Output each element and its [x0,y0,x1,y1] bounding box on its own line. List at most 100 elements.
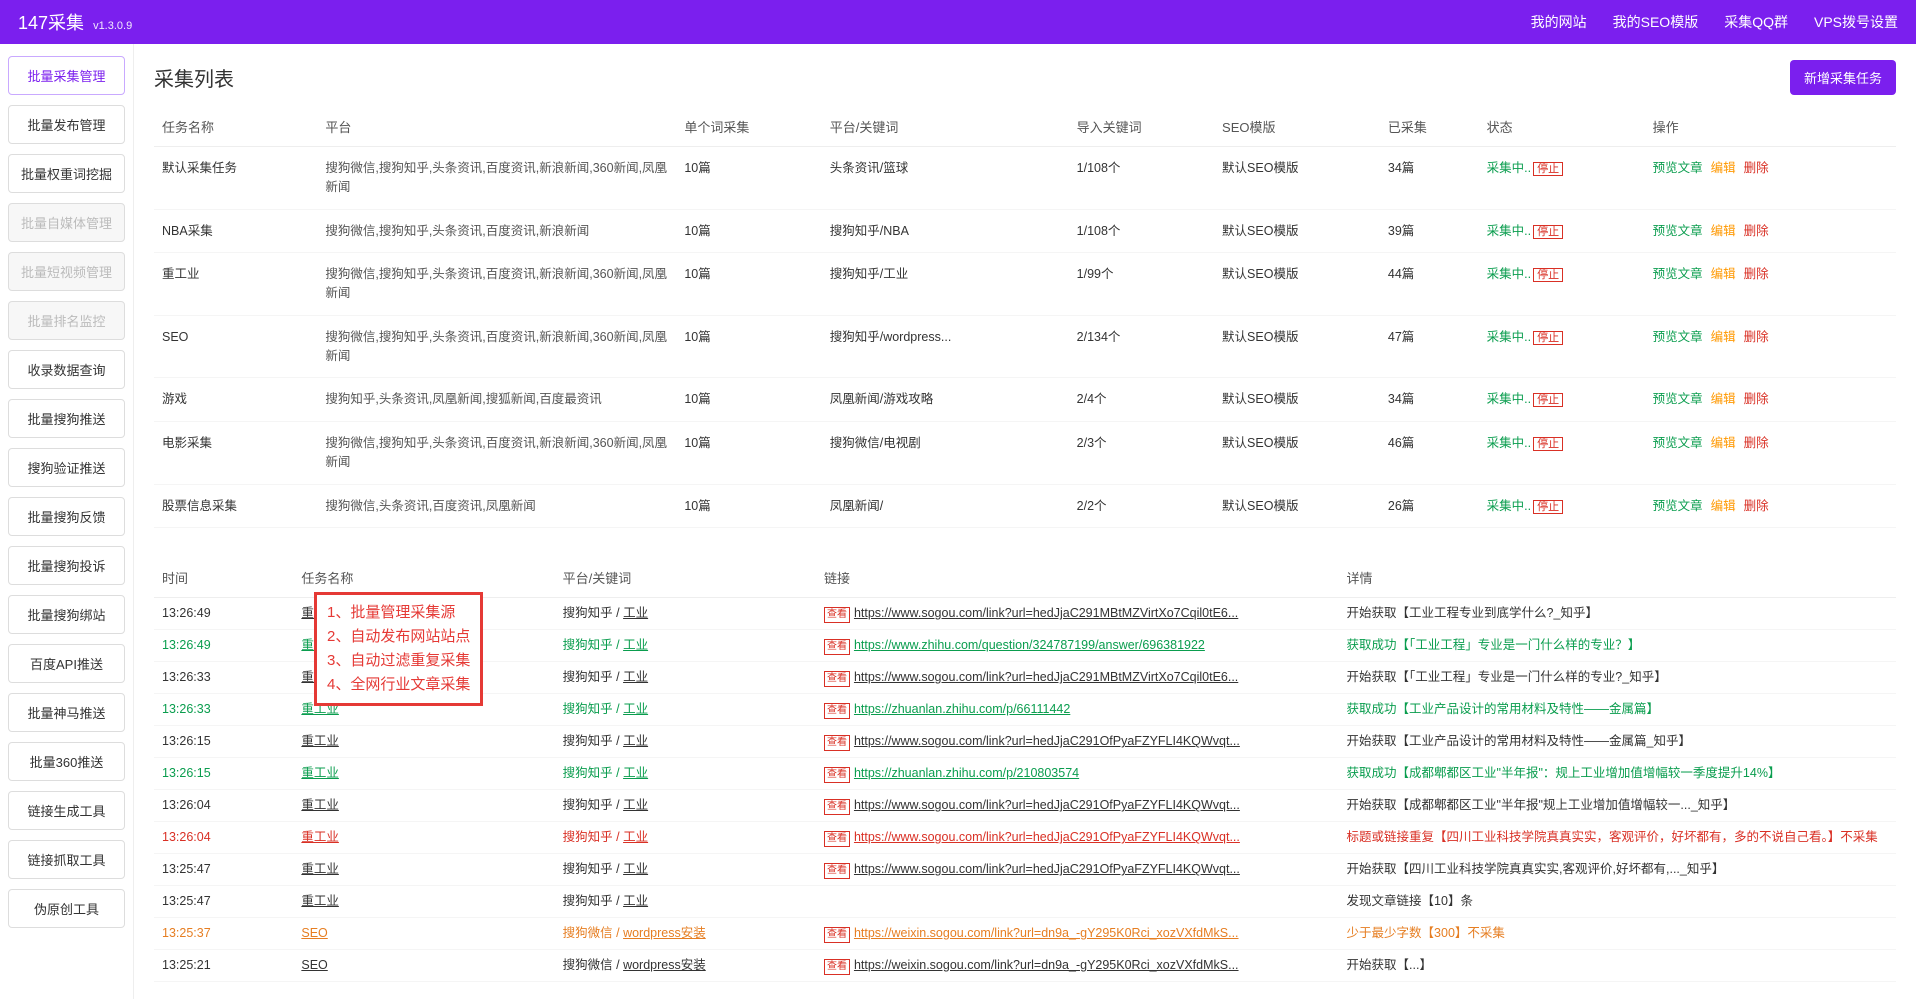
edit-link[interactable]: 编辑 [1711,224,1736,238]
topnav-item[interactable]: 我的SEO模版 [1613,12,1699,32]
topnav-item[interactable]: 我的网站 [1531,12,1587,32]
log-task[interactable]: 重工业 [293,886,554,918]
view-tag[interactable]: 查看 [824,703,850,719]
preview-link[interactable]: 预览文章 [1653,330,1703,344]
col-header: 导入关键词 [1069,107,1214,147]
view-tag[interactable]: 查看 [824,671,850,687]
log-keyword[interactable]: wordpress安装 [623,926,706,940]
sidebar-item[interactable]: 批量权重词挖掘 [8,154,125,193]
task-ops: 预览文章编辑删除 [1645,209,1896,253]
sidebar-item[interactable]: 批量搜狗反馈 [8,497,125,536]
log-task[interactable]: SEO [293,950,554,982]
stop-button[interactable]: 停止 [1533,162,1563,176]
sidebar-item[interactable]: 百度API推送 [8,644,125,683]
stop-button[interactable]: 停止 [1533,331,1563,345]
log-link-cell: 查看 https://weixin.sogou.com/link?url=dn9a… [816,950,1339,982]
log-task[interactable]: 重工业 [293,854,554,886]
view-tag[interactable]: 查看 [824,767,850,783]
view-tag[interactable]: 查看 [824,927,850,943]
sidebar-item[interactable]: 批量神马推送 [8,693,125,732]
stop-button[interactable]: 停止 [1533,437,1563,451]
log-keyword[interactable]: 工业 [623,638,648,652]
log-url[interactable]: https://www.sogou.com/link?url=hedJjaC29… [854,830,1240,844]
log-task[interactable]: 重工业 [293,758,554,790]
edit-link[interactable]: 编辑 [1711,161,1736,175]
edit-link[interactable]: 编辑 [1711,392,1736,406]
sidebar-item[interactable]: 批量搜狗投诉 [8,546,125,585]
preview-link[interactable]: 预览文章 [1653,161,1703,175]
edit-link[interactable]: 编辑 [1711,267,1736,281]
preview-link[interactable]: 预览文章 [1653,499,1703,513]
log-url[interactable]: https://zhuanlan.zhihu.com/p/66111442 [854,702,1070,716]
delete-link[interactable]: 删除 [1744,392,1769,406]
sidebar-item[interactable]: 伪原创工具 [8,889,125,928]
topnav-item[interactable]: VPS拨号设置 [1814,12,1898,32]
log-url[interactable]: https://www.sogou.com/link?url=hedJjaC29… [854,606,1238,620]
delete-link[interactable]: 删除 [1744,161,1769,175]
sidebar-item[interactable]: 批量发布管理 [8,105,125,144]
sidebar-item[interactable]: 批量搜狗推送 [8,399,125,438]
task-template: 默认SEO模版 [1214,147,1380,210]
delete-link[interactable]: 删除 [1744,224,1769,238]
stop-button[interactable]: 停止 [1533,268,1563,282]
sidebar-item[interactable]: 批量360推送 [8,742,125,781]
preview-link[interactable]: 预览文章 [1653,436,1703,450]
sidebar-item[interactable]: 收录数据查询 [8,350,125,389]
log-url[interactable]: https://www.sogou.com/link?url=hedJjaC29… [854,862,1240,876]
log-keyword[interactable]: 工业 [623,766,648,780]
preview-link[interactable]: 预览文章 [1653,224,1703,238]
view-tag[interactable]: 查看 [824,959,850,975]
log-task[interactable]: 重工业 [293,726,554,758]
sidebar-item[interactable]: 批量采集管理 [8,56,125,95]
log-platkey: 搜狗知乎 / 工业 [555,662,816,694]
view-tag[interactable]: 查看 [824,831,850,847]
edit-link[interactable]: 编辑 [1711,499,1736,513]
view-tag[interactable]: 查看 [824,607,850,623]
log-url[interactable]: https://www.sogou.com/link?url=hedJjaC29… [854,734,1240,748]
log-task[interactable]: 重工业 [293,822,554,854]
sidebar-item[interactable]: 链接生成工具 [8,791,125,830]
preview-link[interactable]: 预览文章 [1653,267,1703,281]
log-url[interactable]: https://weixin.sogou.com/link?url=dn9a_-… [854,958,1239,972]
preview-link[interactable]: 预览文章 [1653,392,1703,406]
new-task-button[interactable]: 新增采集任务 [1790,60,1896,95]
sidebar-item[interactable]: 链接抓取工具 [8,840,125,879]
delete-link[interactable]: 删除 [1744,436,1769,450]
log-keyword[interactable]: 工业 [623,670,648,684]
view-tag[interactable]: 查看 [824,639,850,655]
topnav-item[interactable]: 采集QQ群 [1724,12,1788,32]
log-keyword[interactable]: 工业 [623,798,648,812]
view-tag[interactable]: 查看 [824,735,850,751]
log-keyword[interactable]: 工业 [623,606,648,620]
view-tag[interactable]: 查看 [824,863,850,879]
log-task[interactable]: 重工业 [293,790,554,822]
delete-link[interactable]: 删除 [1744,267,1769,281]
log-keyword[interactable]: 工业 [623,734,648,748]
edit-link[interactable]: 编辑 [1711,436,1736,450]
sidebar-item[interactable]: 批量搜狗绑站 [8,595,125,634]
log-time: 13:25:47 [154,854,293,886]
task-row: 默认采集任务 搜狗微信,搜狗知乎,头条资讯,百度资讯,新浪新闻,360新闻,凤凰… [154,147,1896,210]
log-keyword[interactable]: 工业 [623,830,648,844]
delete-link[interactable]: 删除 [1744,330,1769,344]
log-url[interactable]: https://www.sogou.com/link?url=hedJjaC29… [854,798,1240,812]
stop-button[interactable]: 停止 [1533,500,1563,514]
log-keyword[interactable]: 工业 [623,702,648,716]
log-url[interactable]: https://zhuanlan.zhihu.com/p/210803574 [854,766,1079,780]
log-keyword[interactable]: wordpress安装 [623,958,706,972]
stop-button[interactable]: 停止 [1533,225,1563,239]
edit-link[interactable]: 编辑 [1711,330,1736,344]
log-url[interactable]: https://www.sogou.com/link?url=hedJjaC29… [854,670,1238,684]
view-tag[interactable]: 查看 [824,799,850,815]
task-template: 默认SEO模版 [1214,253,1380,316]
stop-button[interactable]: 停止 [1533,393,1563,407]
log-keyword[interactable]: 工业 [623,894,648,908]
sidebar-item[interactable]: 搜狗验证推送 [8,448,125,487]
log-keyword[interactable]: 工业 [623,862,648,876]
log-task[interactable]: SEO [293,918,554,950]
log-url[interactable]: https://weixin.sogou.com/link?url=dn9a_-… [854,926,1239,940]
log-url[interactable]: https://www.zhihu.com/question/324787199… [854,638,1205,652]
log-detail: 少于最少字数【300】不采集 [1339,918,1896,950]
log-link-cell: 查看 https://zhuanlan.zhihu.com/p/210803574 [816,758,1339,790]
delete-link[interactable]: 删除 [1744,499,1769,513]
